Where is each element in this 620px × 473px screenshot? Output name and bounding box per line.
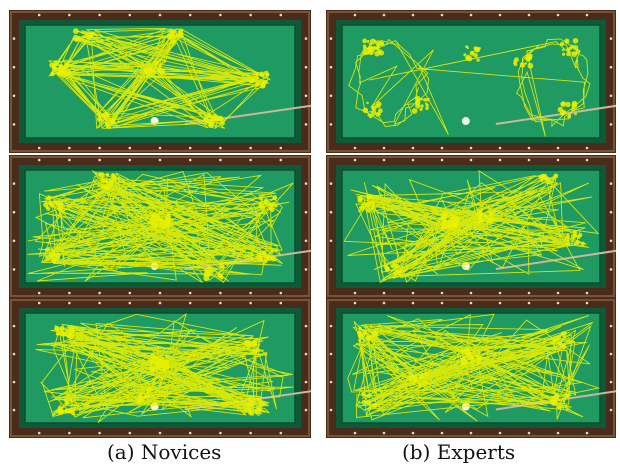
table-photo: [9, 155, 311, 298]
expert-table-middle: [326, 155, 616, 298]
table-photo: [326, 298, 616, 438]
novice-table-bottom: [9, 298, 311, 438]
expert-table-top: [326, 10, 616, 153]
table-photo: [9, 298, 311, 438]
table-photo: [9, 10, 311, 153]
novice-table-middle: [9, 155, 311, 298]
novice-table-top: [9, 10, 311, 153]
expert-table-bottom: [326, 298, 616, 438]
table-photo: [326, 10, 616, 153]
caption-experts: (b) Experts: [402, 440, 516, 464]
caption-novices: (a) Novices: [107, 440, 222, 464]
table-photo: [326, 155, 616, 298]
